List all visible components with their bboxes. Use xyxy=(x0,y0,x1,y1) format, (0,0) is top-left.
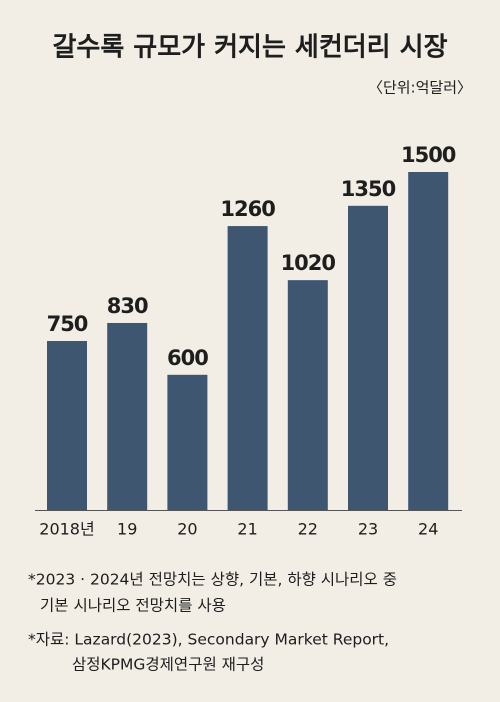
note: *2023 · 2024년 전망치는 상향, 기본, 하향 시나리오 중 xyxy=(28,571,397,589)
x-tick-label: 22 xyxy=(298,520,318,539)
x-tick-label: 20 xyxy=(177,520,197,539)
bar xyxy=(287,280,328,510)
unit-label: 〈단위:억달러〉 xyxy=(368,79,472,97)
note: 기본 시나리오 전망치를 사용 xyxy=(40,597,226,615)
value-label: 750 xyxy=(47,312,88,336)
x-tick-label: 24 xyxy=(418,520,438,539)
value-label: 1350 xyxy=(341,177,396,201)
value-label: 600 xyxy=(167,346,208,370)
bar xyxy=(408,172,449,510)
bar xyxy=(167,374,208,510)
bar xyxy=(107,322,148,510)
bar xyxy=(227,226,268,510)
bar xyxy=(348,205,388,511)
note: *자료: Lazard(2023), Secondary Market Repo… xyxy=(28,631,389,649)
value-label: 830 xyxy=(107,294,148,318)
value-label: 1020 xyxy=(281,251,336,275)
x-tick-label: 21 xyxy=(237,520,257,539)
x-tick-label: 2018년 xyxy=(39,520,94,539)
chart-title: 갈수록 규모가 커지는 세컨더리 시장 xyxy=(52,33,447,63)
x-tick-label: 23 xyxy=(358,520,378,539)
x-tick-label: 19 xyxy=(117,520,137,539)
note: 삼정KPMG경제연구원 재구성 xyxy=(72,656,264,674)
value-label: 1260 xyxy=(220,197,275,221)
value-label: 1500 xyxy=(401,143,456,167)
bar xyxy=(47,341,87,510)
